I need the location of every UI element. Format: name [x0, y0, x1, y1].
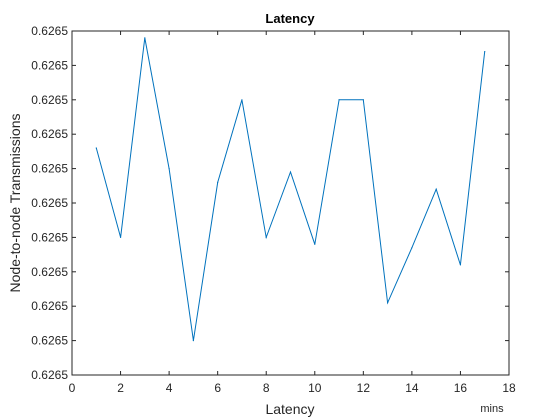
y-tick-label: 0.6265: [31, 230, 68, 244]
x-tick-label: 4: [166, 381, 173, 395]
x-tick-label: 8: [263, 381, 270, 395]
y-tick-label: 0.6265: [31, 24, 68, 38]
y-tick-label: 0.6265: [31, 265, 68, 279]
x-tick-label: 18: [502, 381, 516, 395]
data-point: [484, 51, 486, 53]
data-point: [387, 302, 389, 304]
x-axis-label: Latency: [265, 401, 314, 417]
data-point: [435, 188, 437, 190]
data-point: [168, 168, 170, 170]
x-tick-label: 2: [117, 381, 124, 395]
x-tick-label: 12: [357, 381, 371, 395]
y-tick-label: 0.6265: [31, 368, 68, 382]
series-layer: [95, 37, 486, 342]
data-point: [217, 181, 219, 183]
chart-title: Latency: [265, 11, 315, 26]
data-point: [192, 340, 194, 342]
data-point: [144, 37, 146, 39]
x-tick-label: 16: [454, 381, 468, 395]
y-axis: 0.6265 0.6265 0.6265 0.6265 0.6265 0.6265 0.62…: [31, 24, 509, 382]
y-tick-label: 0.6265: [31, 334, 68, 348]
x-tick-label: 0: [69, 381, 76, 395]
y-tick-label: 0.6265: [31, 127, 68, 141]
data-point: [265, 236, 267, 238]
x-axis: 0 2 4 6 8 10 12 14 16 18: [69, 31, 516, 395]
y-tick-label: 0.6265: [31, 58, 68, 72]
y-tick-label: 0.6265: [31, 93, 68, 107]
data-point: [411, 247, 413, 249]
y-tick-label: 0.6265: [31, 299, 68, 313]
data-point: [338, 99, 340, 101]
x-tick-label: 14: [405, 381, 419, 395]
y-tick-label: 0.6265: [31, 196, 68, 210]
data-point: [362, 99, 364, 101]
y-axis-label: Node-to-node Transmissions: [7, 114, 23, 293]
x-axis-unit: mins: [480, 403, 504, 415]
data-point: [314, 243, 316, 245]
data-point: [459, 264, 462, 266]
data-point: [289, 171, 292, 173]
data-point: [119, 236, 122, 238]
x-tick-label: 10: [308, 381, 322, 395]
data-point: [95, 147, 97, 149]
y-tick-label: 0.6265: [31, 162, 68, 176]
x-tick-label: 6: [214, 381, 221, 395]
plot-area: [71, 30, 510, 376]
data-point: [241, 99, 243, 101]
